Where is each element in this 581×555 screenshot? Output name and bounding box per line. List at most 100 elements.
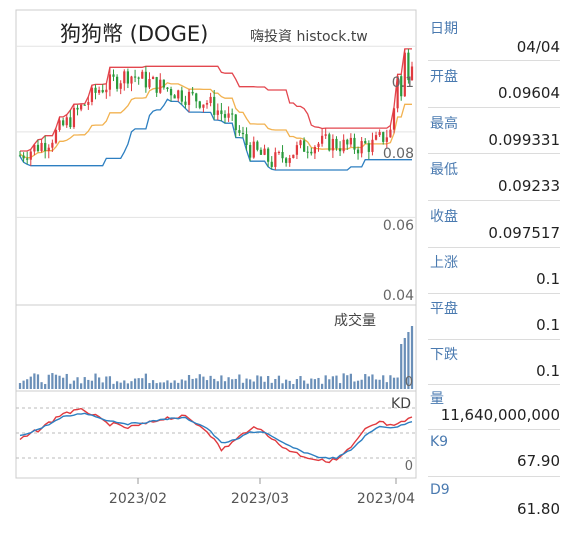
- candle-body: [148, 78, 151, 88]
- volume-bar: [245, 378, 248, 389]
- volume-bar: [346, 375, 349, 389]
- volume-bar: [328, 379, 331, 389]
- volume-bar: [335, 375, 338, 389]
- volume-bar: [151, 380, 155, 389]
- candle-body: [33, 144, 36, 152]
- volume-bar: [256, 375, 259, 389]
- volume-bar: [320, 383, 324, 389]
- candle-body: [112, 74, 115, 77]
- candle-body: [227, 113, 230, 118]
- volume-bar: [123, 380, 126, 389]
- candle-body: [105, 89, 108, 93]
- candle-body: [180, 90, 183, 102]
- volume-bar: [220, 375, 223, 389]
- volume-bar: [202, 376, 205, 389]
- volume-bar: [98, 377, 101, 389]
- date-label: 日期: [430, 21, 458, 37]
- candle-body: [65, 117, 68, 126]
- volume-bar: [241, 382, 245, 389]
- candle-body: [410, 66, 414, 81]
- volume-bar: [44, 383, 47, 389]
- volume-bar: [40, 382, 43, 389]
- volume-bar: [324, 375, 327, 389]
- candle-body: [115, 76, 119, 89]
- kd-label: KD: [391, 396, 411, 412]
- candle-body: [263, 148, 266, 155]
- candle-body: [382, 132, 385, 142]
- candle-body: [267, 148, 270, 162]
- candle-body: [317, 143, 320, 147]
- candle-body: [288, 158, 291, 163]
- candle-body: [62, 120, 65, 126]
- volume-bar: [378, 379, 381, 389]
- candle-body: [151, 77, 155, 79]
- volume-bar: [367, 376, 370, 389]
- close-value: 0.097517: [488, 224, 560, 242]
- volume-bar: [205, 380, 209, 389]
- candle-body: [353, 137, 356, 150]
- volume-bar: [159, 382, 162, 389]
- volume-bar: [385, 382, 388, 389]
- candle-body: [306, 151, 309, 153]
- candle-body: [295, 145, 299, 155]
- candle-body: [331, 138, 334, 151]
- candle-body: [58, 120, 61, 130]
- grid-lines: [16, 45, 416, 459]
- volume-bar: [18, 383, 22, 389]
- volume-bar: [83, 377, 86, 389]
- volume-bar: [144, 373, 147, 389]
- volume-bar: [162, 382, 165, 389]
- volume-panel-label: 量: [430, 391, 444, 407]
- flat-label: 平盘: [430, 301, 458, 317]
- volume-bar: [54, 374, 58, 389]
- divider: [428, 476, 560, 477]
- high-label: 最高: [430, 116, 458, 132]
- candle-body: [133, 76, 137, 78]
- volume-bar: [400, 344, 403, 389]
- volume-bar: [313, 379, 317, 389]
- volume-bar: [36, 374, 40, 389]
- volume-bar: [360, 379, 363, 389]
- divider: [428, 107, 560, 108]
- open-value: 0.09604: [497, 84, 560, 102]
- price-pane-frame: [15, 9, 417, 306]
- volume-bar: [310, 378, 313, 389]
- volume-bar: [227, 377, 230, 389]
- candle-body: [310, 151, 313, 154]
- kd-axis-zero: 0: [405, 459, 413, 474]
- candle-body: [144, 71, 147, 88]
- volume-bar: [112, 383, 115, 389]
- candle-body: [54, 129, 58, 143]
- candle-body: [166, 87, 169, 89]
- divider: [428, 60, 560, 61]
- candle-body: [249, 145, 252, 158]
- candle-body: [98, 89, 101, 93]
- volume-bar: [216, 381, 219, 389]
- volume-bar: [169, 382, 173, 389]
- candle-body: [44, 142, 47, 151]
- kd-pane-frame: [15, 390, 417, 479]
- candle-body: [238, 130, 241, 133]
- candle-body: [234, 114, 237, 131]
- candle-body: [51, 142, 54, 148]
- candle-body: [371, 139, 374, 152]
- volume-bar: [410, 326, 414, 389]
- candle-body: [364, 141, 367, 144]
- volume-bar: [295, 379, 299, 389]
- up-label: 上涨: [430, 255, 458, 271]
- volume-bar: [303, 380, 306, 389]
- candle-body: [173, 95, 176, 99]
- candle-body: [245, 134, 248, 146]
- volume-bar: [177, 382, 180, 389]
- candle-body: [270, 161, 273, 167]
- volume-panel-value: 11,640,000,000: [440, 406, 560, 424]
- volume-bar: [396, 377, 399, 389]
- volume-bar: [76, 377, 79, 389]
- up-value: 0.1: [536, 270, 560, 288]
- candle-body: [403, 52, 406, 97]
- candle-body: [303, 140, 306, 152]
- candle-body: [169, 88, 173, 96]
- candle-body: [72, 107, 76, 128]
- d9-value: 61.80: [517, 500, 560, 518]
